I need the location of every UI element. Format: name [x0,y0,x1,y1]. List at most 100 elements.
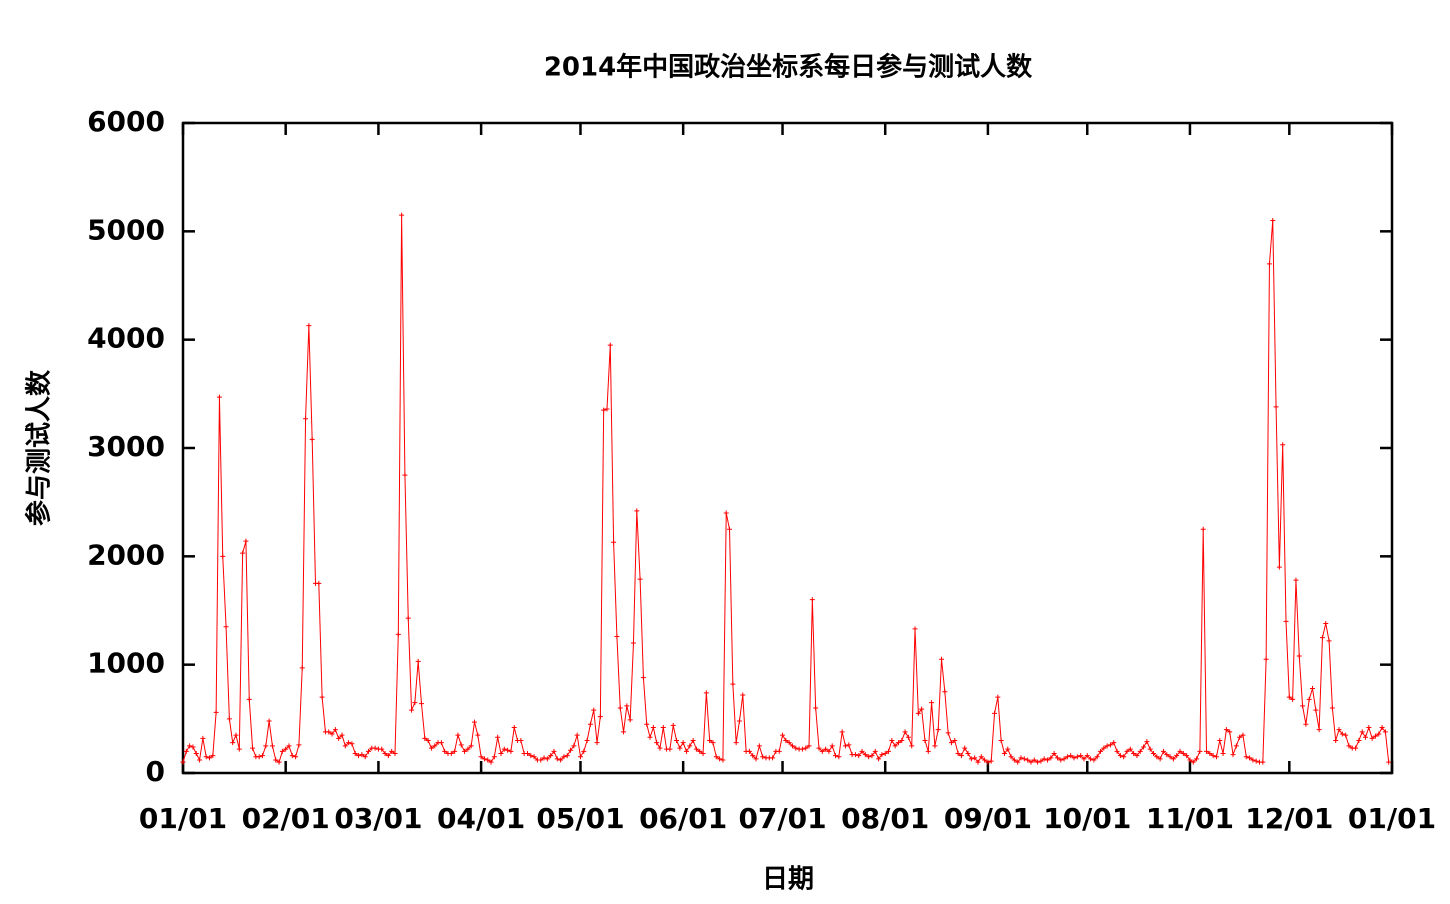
data-point [481,756,487,762]
data-point [770,755,776,761]
data-point [455,732,461,738]
data-point [753,756,759,762]
data-point [581,748,587,754]
data-point [1247,755,1253,761]
data-point [1280,442,1286,448]
data-point [495,734,501,740]
data-point [1223,727,1229,733]
data-point [190,744,196,750]
data-point [634,508,640,514]
data-point [256,754,262,760]
x-tick-label: 01/01 [1348,802,1436,835]
data-point [203,754,209,760]
data-point [329,731,335,737]
data-point [1283,618,1289,624]
data-point [1336,727,1342,733]
data-point [1243,754,1249,760]
data-point [750,753,756,759]
y-tick-label: 0 [146,755,165,788]
data-point [826,748,832,754]
data-point [1064,754,1070,760]
data-point [591,707,597,713]
data-point [1058,757,1064,763]
data-point [223,624,229,630]
x-tick-label: 05/01 [536,802,624,835]
data-point [299,665,305,671]
y-tick-label: 4000 [87,322,165,355]
data-point [289,753,295,759]
data-point [982,757,988,763]
data-point [1200,526,1206,532]
data-point [309,436,315,442]
data-point [501,746,507,752]
data-point [627,717,633,723]
x-axis-label: 日期 [762,865,814,895]
data-point [316,580,322,586]
data-point [1296,653,1302,659]
data-point [412,700,418,706]
data-point [1005,746,1011,752]
data-point [637,576,643,582]
x-tick-label: 12/01 [1245,802,1333,835]
data-point [700,751,706,756]
data-point [379,746,385,752]
data-point [1071,755,1077,761]
data-point [1051,751,1057,756]
data-point [362,754,368,760]
data-point [995,694,1001,700]
data-point [1160,748,1166,754]
data-point [425,738,431,743]
data-point [524,751,530,756]
data-point [1170,756,1176,762]
data-point [564,753,570,759]
data-point [1187,757,1193,763]
data-point [657,745,663,751]
data-point [935,727,941,733]
x-tick-label: 08/01 [841,802,929,835]
data-point [760,754,766,760]
data-point [491,754,497,760]
data-point [988,758,994,764]
data-point [823,746,829,752]
data-point [269,743,275,749]
data-point [919,706,925,712]
data-point [1164,752,1170,758]
data-point [428,745,434,751]
data-point [438,740,444,746]
data-point [283,746,289,752]
y-tick-label: 6000 [87,105,165,138]
data-point [1001,751,1007,756]
data-point [1204,748,1210,754]
data-point [948,740,954,746]
data-point [266,718,272,724]
data-point [1366,725,1372,730]
data-point [660,725,666,730]
data-point [776,748,782,754]
data-point [276,759,282,765]
data-point [1300,703,1306,709]
data-point [647,734,653,740]
data-point [816,745,822,751]
data-point [1326,638,1332,644]
data-point [650,725,656,730]
data-point [471,719,477,725]
data-point [584,738,590,743]
data-point [538,757,544,763]
data-point [432,743,438,749]
data-point [640,675,646,681]
data-point [180,759,186,765]
data-point [1174,753,1180,759]
data-point [1253,758,1259,764]
data-point [1213,754,1219,760]
data-point [1306,696,1312,702]
data-point [409,707,415,713]
data-point [630,640,636,646]
data-point [1028,759,1034,765]
data-point [965,751,971,756]
data-point [1237,734,1243,740]
data-point [727,526,733,532]
data-point [395,631,401,637]
data-point [508,748,514,754]
data-point [210,753,216,759]
